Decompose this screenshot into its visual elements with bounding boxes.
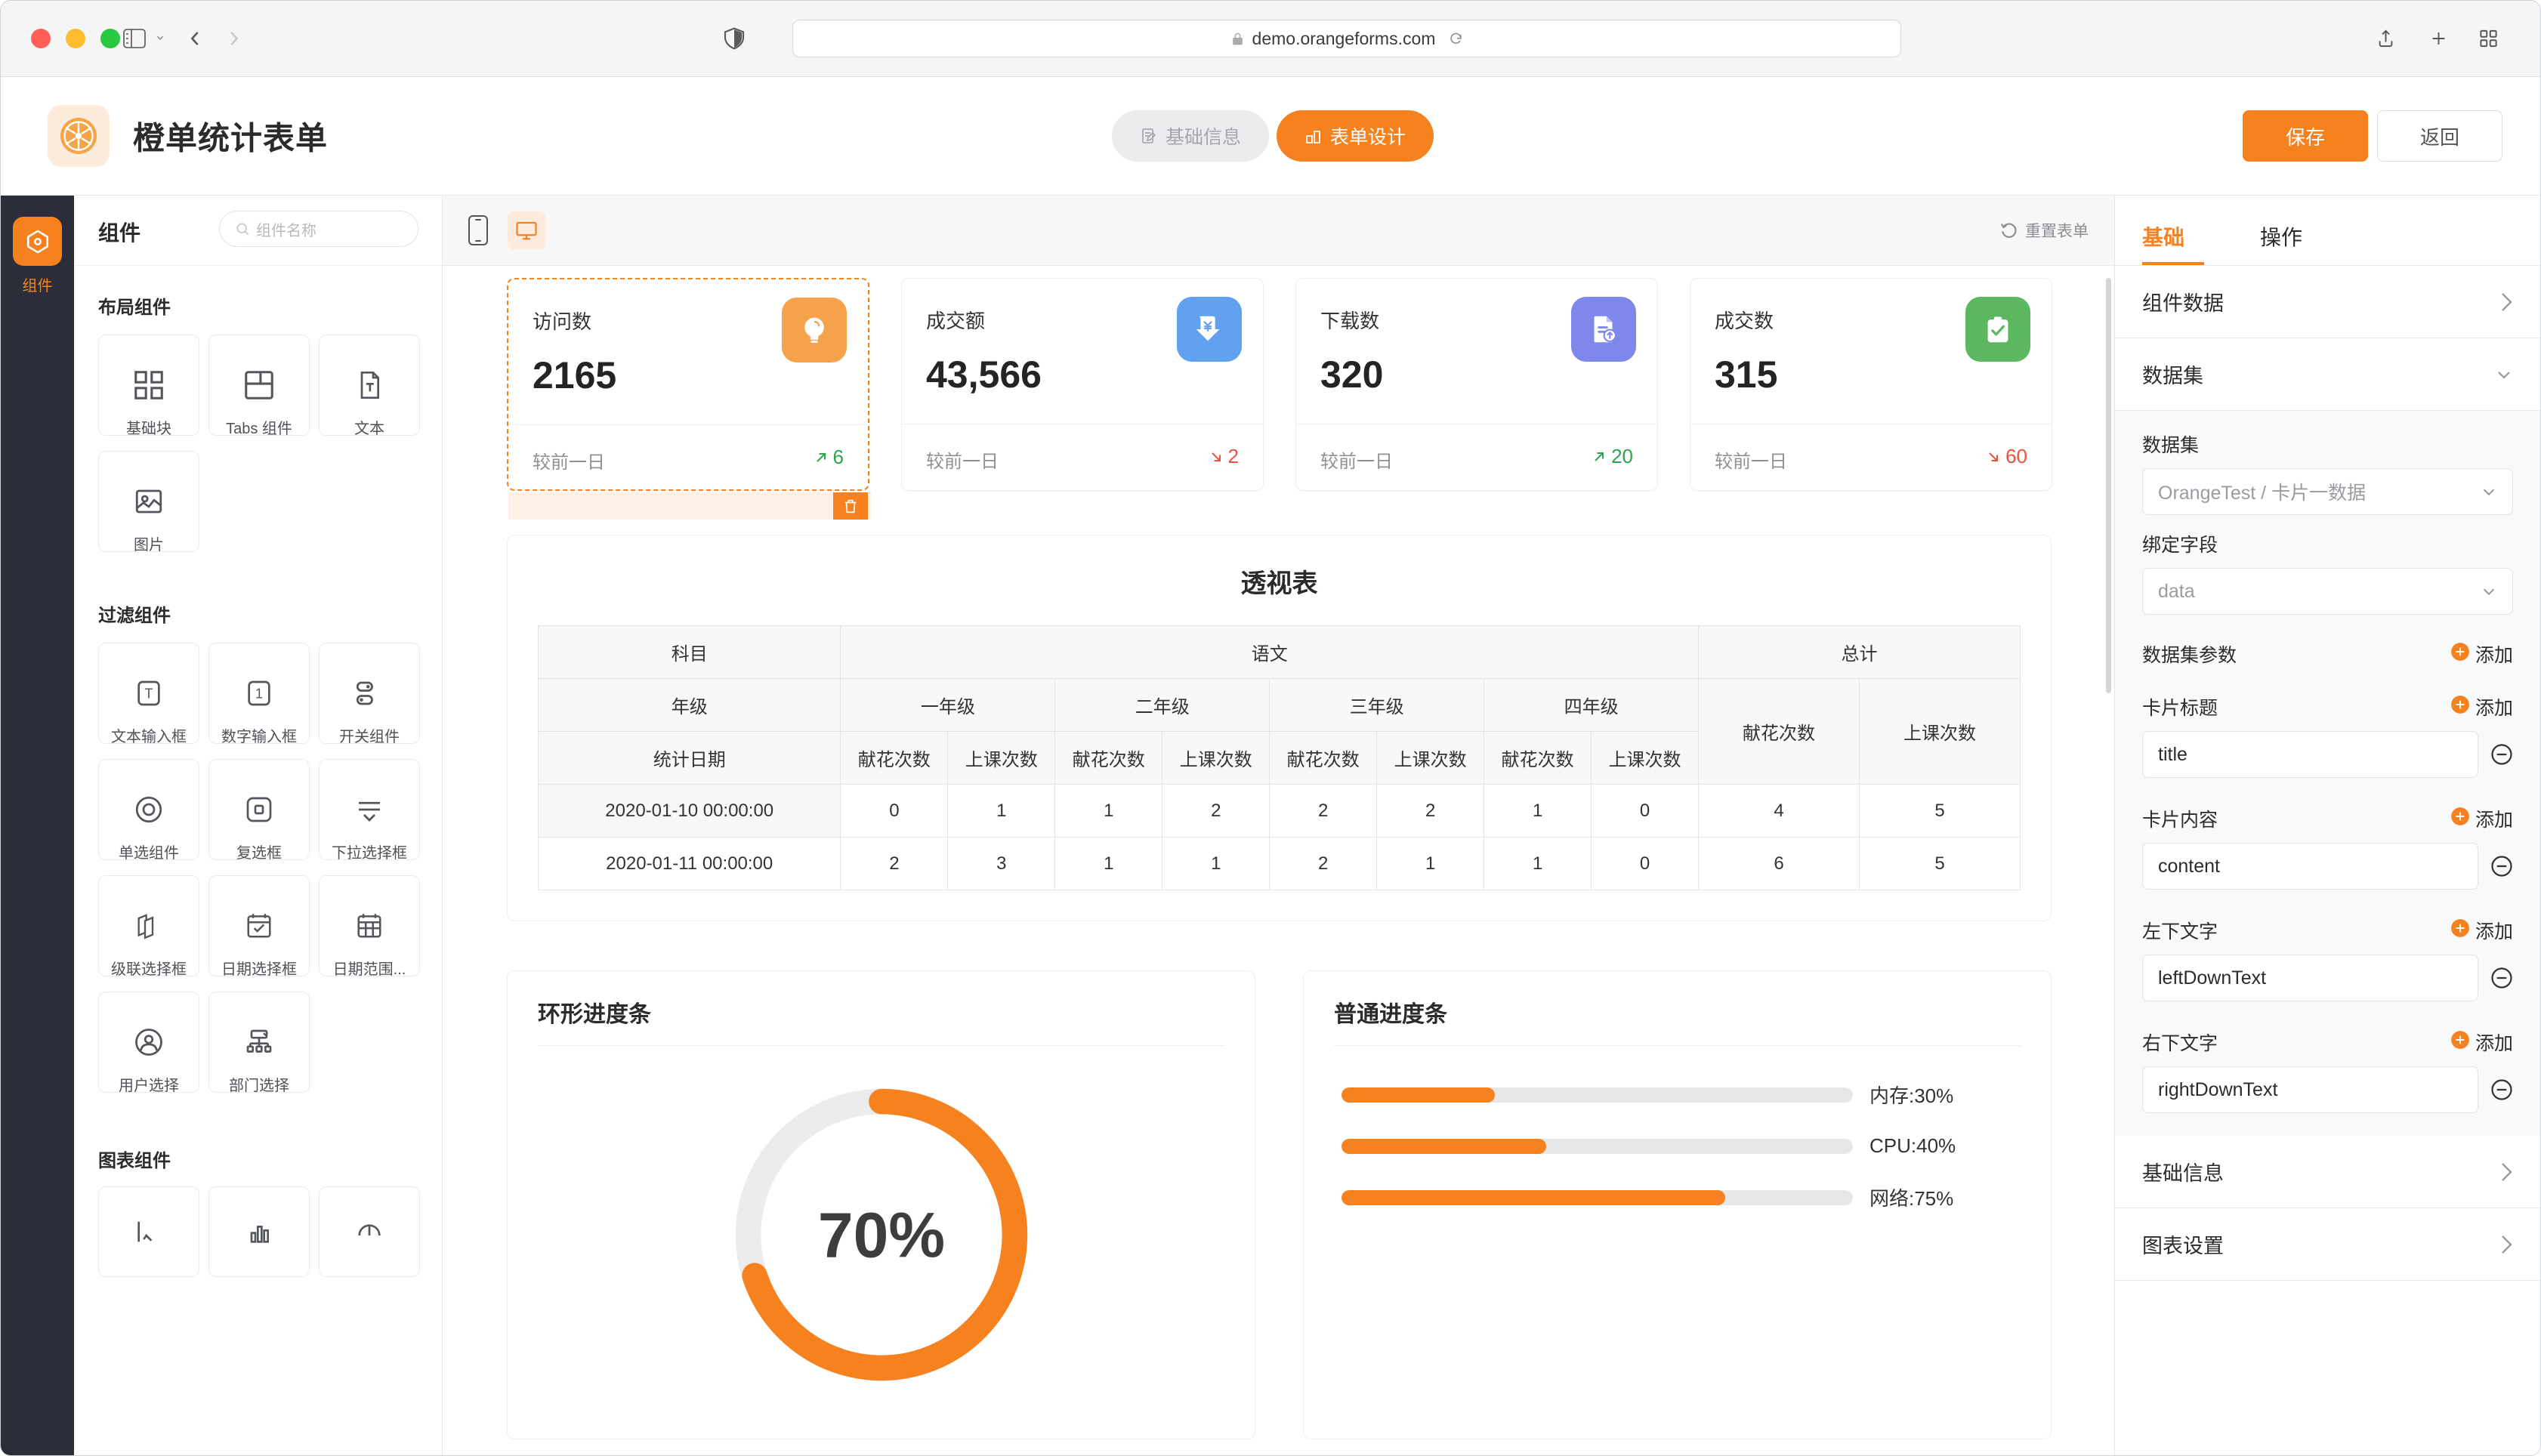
svg-text:1: 1 <box>255 686 263 702</box>
svg-text:70%: 70% <box>817 1199 944 1270</box>
svg-text:T: T <box>144 686 153 702</box>
